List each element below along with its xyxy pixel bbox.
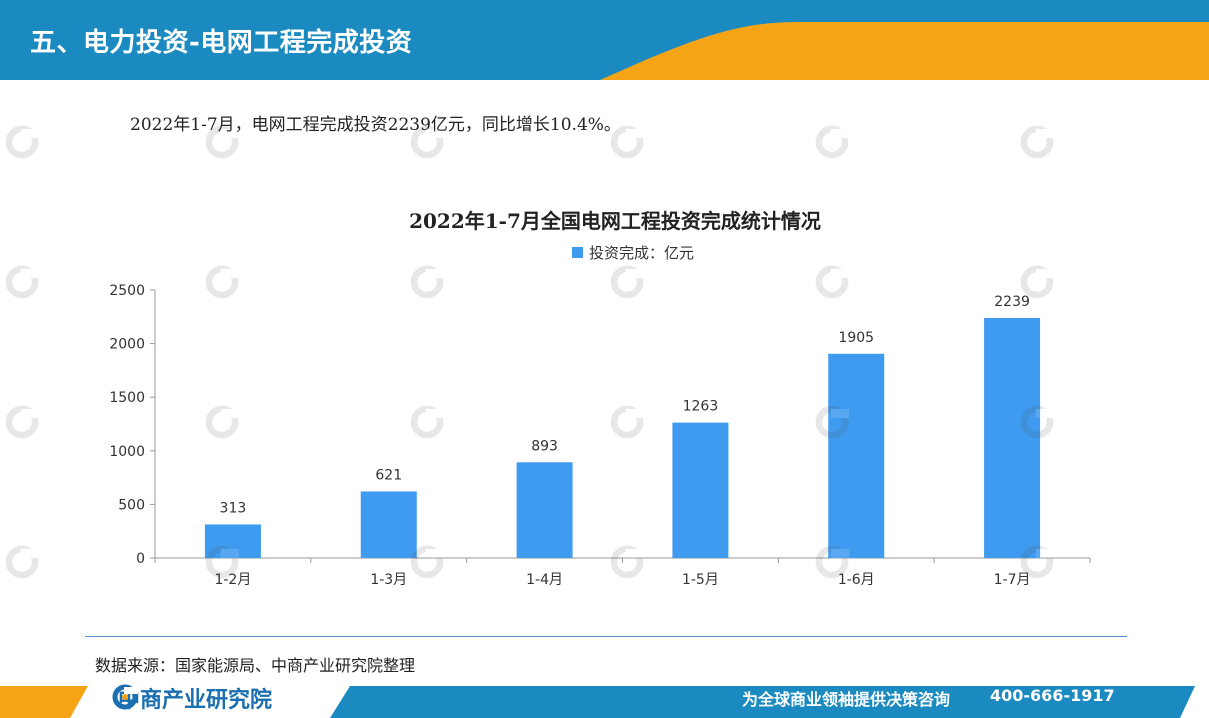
y-tick-label: 2500 (109, 283, 145, 299)
bar-chart: 2022年1-7月全国电网工程投资完成统计情况 投资完成：亿元 0 500 1000… (109, 209, 1091, 588)
y-tick-label: 1500 (109, 390, 145, 406)
summary-text: 2022年1-7月，电网工程完成投资2239亿元，同比增长10.4%。 (130, 115, 621, 135)
bar (672, 422, 729, 558)
y-tick-label: 0 (136, 551, 145, 567)
legend-label: 投资完成：亿元 (589, 244, 694, 262)
bar (984, 317, 1041, 558)
data-label: 313 (220, 500, 247, 516)
x-tick-label: 1-5月 (682, 572, 719, 588)
x-tick-label: 1-3月 (370, 572, 407, 588)
header-banner: 五、电力投资-电网工程完成投资 (0, 0, 1209, 80)
brand-logo: 中商产业研究院 (112, 684, 273, 713)
data-label: 893 (531, 438, 558, 454)
footer-background (0, 686, 1209, 718)
chart-title: 2022年1-7月全国电网工程投资完成统计情况 (409, 209, 821, 233)
source-note: 数据来源：国家能源局、中商产业研究院整理 (95, 656, 416, 675)
bar (360, 491, 417, 558)
watermark-logo (1020, 125, 1054, 163)
data-label: 1905 (838, 330, 874, 346)
footer-bar: 中商产业研究院 为全球商业领袖提供决策咨询 400-666-1917 (0, 680, 1209, 718)
page-title: 五、电力投资-电网工程完成投资 (30, 28, 413, 58)
bar (204, 524, 261, 558)
data-label: 621 (375, 467, 402, 483)
x-tick-label: 1-6月 (838, 572, 875, 588)
data-label: 2239 (994, 294, 1030, 310)
data-label: 1263 (683, 399, 719, 415)
watermark-logo (815, 125, 849, 163)
y-tick-label: 1000 (109, 444, 145, 460)
footer-phone: 400-666-1917 (990, 686, 1115, 705)
legend-swatch (572, 247, 583, 258)
watermark-logo (5, 125, 39, 163)
x-tick-label: 1-7月 (994, 572, 1031, 588)
y-tick-label: 2000 (109, 337, 145, 353)
plot-area: 0 500 1000 1500 2000 2500 313 1-2月 621 1-3月 893 1-4… (109, 283, 1091, 588)
bar (516, 462, 573, 558)
brand-logo-icon (112, 684, 138, 710)
brand-name: 中商产业研究院 (118, 688, 273, 713)
x-tick-label: 1-4月 (526, 572, 563, 588)
legend: 投资完成：亿元 (572, 244, 694, 262)
x-tick-label: 1-2月 (214, 572, 251, 588)
header-background (0, 0, 1209, 80)
footer-slogan: 为全球商业领袖提供决策咨询 (742, 690, 951, 709)
source-divider (85, 636, 1127, 637)
y-tick-label: 500 (118, 497, 145, 513)
bar (828, 353, 885, 558)
